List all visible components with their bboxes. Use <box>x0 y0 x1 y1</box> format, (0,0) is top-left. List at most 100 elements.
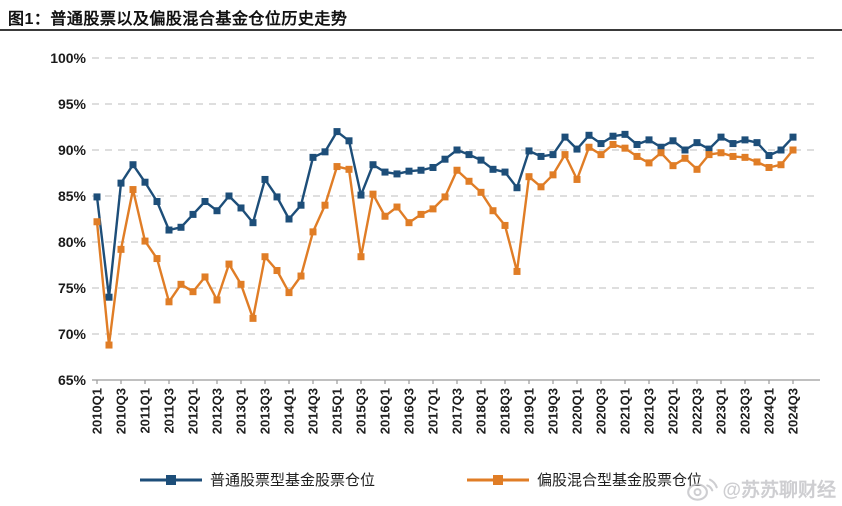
data-point-marker <box>741 153 749 161</box>
y-tick-label: 70% <box>58 326 87 342</box>
x-tick-label: 2014Q1 <box>282 388 297 434</box>
data-point-marker <box>345 137 353 145</box>
data-point-marker <box>417 210 425 218</box>
data-point-marker <box>153 198 161 206</box>
data-point-marker <box>561 151 569 159</box>
weibo-icon <box>687 478 719 501</box>
data-point-marker <box>417 166 425 174</box>
gridlines <box>92 57 820 335</box>
y-tick-label: 95% <box>58 96 87 112</box>
title-rule <box>0 0 842 31</box>
x-tick-label: 2011Q3 <box>162 388 177 434</box>
x-tick-label: 2018Q1 <box>474 388 489 434</box>
data-point-marker <box>297 272 305 280</box>
data-point-marker <box>501 221 509 229</box>
x-tick-label: 2013Q1 <box>234 388 249 434</box>
data-point-marker <box>549 151 557 159</box>
data-point-marker <box>273 193 281 201</box>
data-point-marker <box>681 146 689 154</box>
legend-label-hybrid: 偏股混合型基金股票仓位 <box>537 472 703 489</box>
data-point-marker <box>693 139 701 147</box>
x-tick-label: 2024Q3 <box>786 388 801 434</box>
data-point-marker <box>189 210 197 218</box>
data-point-marker <box>201 198 209 206</box>
data-point-marker <box>285 289 293 297</box>
data-point-marker <box>537 183 545 191</box>
data-point-marker <box>93 218 101 226</box>
data-point-marker <box>525 173 533 181</box>
data-point-marker <box>393 203 401 211</box>
data-point-marker <box>105 293 113 301</box>
data-point-marker <box>429 205 437 213</box>
data-point-marker <box>657 143 665 151</box>
x-tick-label: 2017Q1 <box>426 388 441 434</box>
y-tick-label: 65% <box>58 372 87 388</box>
data-point-marker <box>93 193 101 201</box>
data-point-marker <box>309 228 317 236</box>
data-point-marker <box>237 204 245 212</box>
data-point-marker <box>369 161 377 169</box>
data-point-marker <box>621 144 629 152</box>
data-point-marker <box>597 151 605 159</box>
x-tick-label: 2022Q3 <box>690 388 705 434</box>
data-point-marker <box>117 245 125 253</box>
data-point-marker <box>261 175 269 183</box>
x-tick-label: 2020Q3 <box>594 388 609 434</box>
data-point-marker <box>405 167 413 175</box>
data-point-marker <box>261 253 269 261</box>
x-tick-label: 2019Q3 <box>546 388 561 434</box>
data-point-marker <box>525 147 533 155</box>
data-point-marker <box>645 136 653 144</box>
data-point-marker <box>441 193 449 201</box>
watermark-text: @苏苏聊财经 <box>722 480 836 501</box>
data-point-marker <box>789 133 797 141</box>
data-point-marker <box>777 161 785 169</box>
data-point-marker <box>453 166 461 174</box>
data-point-marker <box>213 207 221 215</box>
data-point-marker <box>561 133 569 141</box>
data-point-marker <box>717 133 725 141</box>
data-point-marker <box>537 152 545 160</box>
data-point-marker <box>765 152 773 160</box>
data-point-marker <box>201 273 209 281</box>
data-point-marker <box>141 237 149 245</box>
x-tick-label: 2023Q1 <box>714 388 729 434</box>
chart-title: 图1：普通股票以及偏股混合基金仓位历史走势 <box>8 11 348 28</box>
legend-label-ordinary-stock: 普通股票型基金股票仓位 <box>209 472 375 489</box>
x-tick-label: 2024Q1 <box>762 388 777 434</box>
data-point-marker <box>513 267 521 275</box>
data-point-marker <box>657 149 665 157</box>
data-point-marker <box>333 163 341 171</box>
y-tick-label: 80% <box>58 234 87 250</box>
data-point-marker <box>273 267 281 275</box>
data-point-marker <box>621 130 629 138</box>
data-point-marker <box>249 219 257 227</box>
data-point-marker <box>489 165 497 173</box>
x-tick-label: 2022Q1 <box>666 388 681 434</box>
x-tick-label: 2012Q1 <box>186 388 201 434</box>
data-point-marker <box>717 149 725 157</box>
line-marker-swatch-blue-icon <box>139 474 202 485</box>
x-tick-label: 2018Q3 <box>498 388 513 434</box>
data-point-marker <box>501 168 509 176</box>
data-point-marker <box>633 140 641 148</box>
data-point-marker <box>189 288 197 296</box>
data-point-marker <box>441 155 449 163</box>
data-point-marker <box>429 163 437 171</box>
data-point-marker <box>477 156 485 164</box>
data-point-marker <box>333 128 341 136</box>
series-hybrid <box>93 140 797 349</box>
x-tick-label: 2010Q3 <box>114 388 129 434</box>
data-point-marker <box>321 201 329 209</box>
x-tick-label: 2012Q3 <box>210 388 225 434</box>
x-tick-label: 2010Q1 <box>90 388 105 434</box>
x-tick-label: 2015Q1 <box>330 388 345 434</box>
data-point-marker <box>357 191 365 199</box>
data-point-marker <box>129 161 137 169</box>
x-tick-label: 2014Q3 <box>306 388 321 434</box>
data-point-marker <box>453 146 461 154</box>
data-point-marker <box>465 151 473 159</box>
data-point-marker <box>357 253 365 261</box>
data-point-marker <box>609 140 617 148</box>
